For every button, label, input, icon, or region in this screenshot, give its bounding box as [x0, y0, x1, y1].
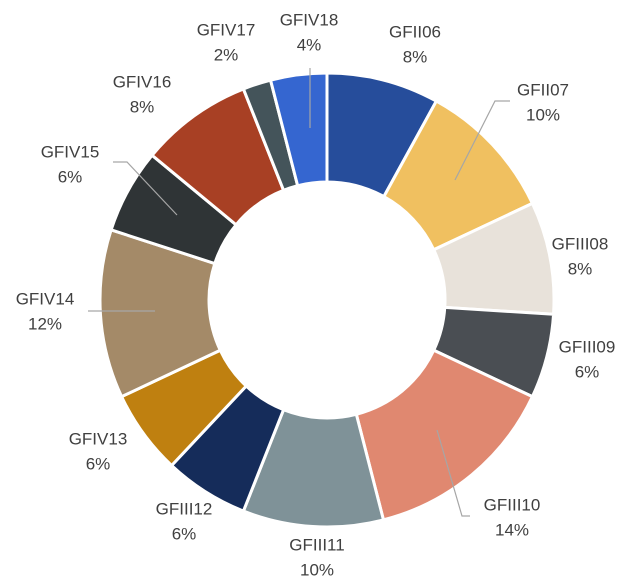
category-label: GFIII08 [552, 234, 609, 253]
slice [268, 71, 329, 188]
category-label: GFIII10 [484, 495, 541, 514]
category-label: GFIV17 [197, 20, 256, 39]
category-label: GFII06 [389, 22, 441, 41]
value-label: 10% [526, 105, 560, 124]
value-label: 14% [495, 520, 529, 539]
leader-lines [88, 68, 510, 517]
category-label: GFII07 [517, 80, 569, 99]
value-label: 4% [297, 35, 322, 54]
value-label: 8% [568, 259, 593, 278]
labels: GFIV18 8% 10% 8% 6% 14% 10% 6% 6% 12% 6% 8% 2% 4% GFII… [16, 10, 616, 579]
value-label: 10% [300, 560, 334, 579]
slices [98, 71, 556, 529]
category-label: GFIV18 [280, 10, 339, 29]
leader-line [113, 161, 178, 216]
leader-line [454, 100, 510, 181]
category-label: GFIII09 [559, 337, 616, 356]
value-label: 6% [575, 362, 600, 381]
category-label: GFIV15 [41, 142, 100, 161]
value-label: 8% [403, 47, 428, 66]
value-label: 2% [214, 45, 239, 64]
category-label: GFIV16 [113, 72, 172, 91]
value-label: 12% [28, 314, 62, 333]
value-label: 6% [172, 524, 197, 543]
category-label: GFIII11 [289, 535, 344, 554]
value-label: 6% [58, 167, 83, 186]
category-label: GFIII12 [156, 499, 213, 518]
value-label: 8% [130, 97, 155, 116]
category-label: GFIV14 [16, 289, 75, 308]
leader-line [436, 429, 470, 517]
category-label: GFIV13 [69, 429, 128, 448]
value-label: 6% [86, 454, 111, 473]
